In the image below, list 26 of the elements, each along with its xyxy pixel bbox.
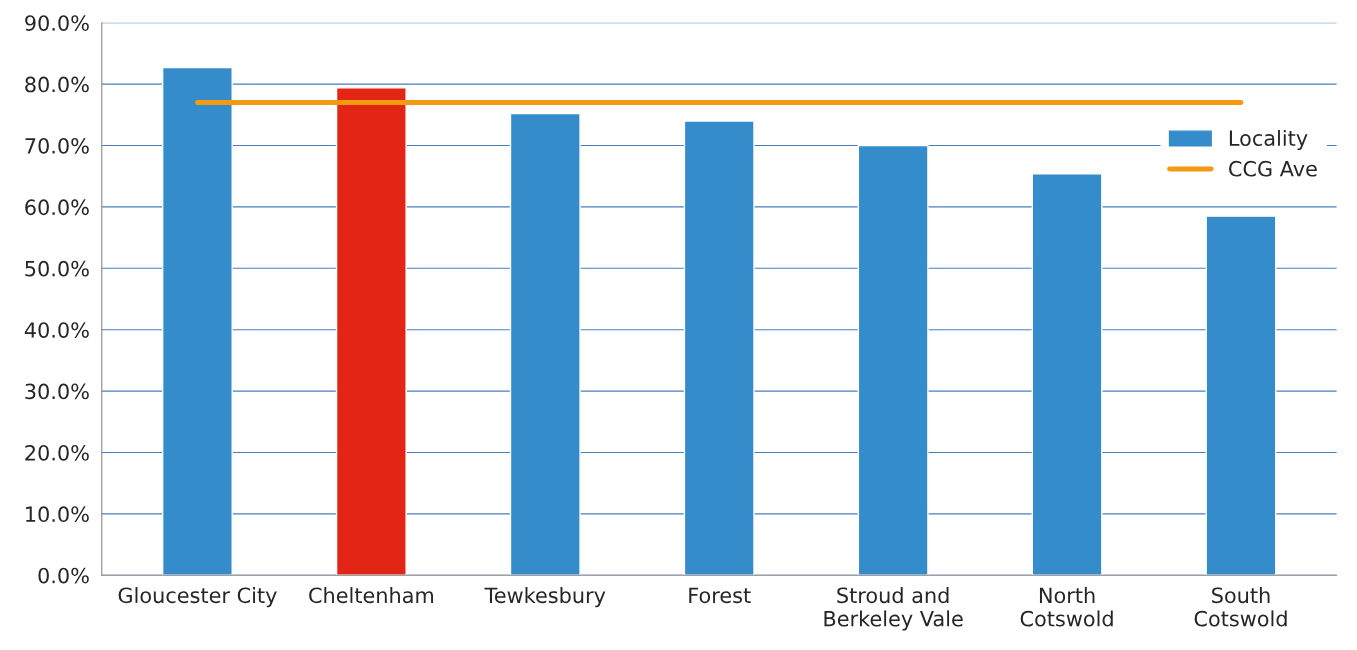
x-tick-label: Forest: [689, 587, 751, 604]
x-tick-label: North Cotswold: [1020, 587, 1113, 627]
bar: [1031, 173, 1103, 576]
x-tick-label: South Cotswold: [1194, 587, 1287, 627]
legend-label: CCG Ave: [1229, 160, 1317, 177]
x-tick-label: Stroud and Berkeley Vale: [824, 587, 963, 631]
y-tick-label: 70.0%: [25, 137, 89, 154]
bar: [335, 87, 407, 576]
y-tick-label: 60.0%: [25, 199, 89, 216]
x-tick-label: Cheltenham: [309, 587, 433, 604]
bar: [1205, 215, 1277, 576]
y-tick-label: 50.0%: [25, 260, 89, 277]
y-tick-label: 40.0%: [24, 322, 89, 338]
x-tick-label: Tewkesbury: [484, 587, 606, 608]
x-tick-label: Gloucester City: [118, 587, 277, 608]
legend-label: Locality: [1229, 129, 1308, 151]
bar: [509, 112, 581, 576]
y-tick-label: 30.0%: [25, 383, 89, 400]
y-tick-label: 0.0%: [38, 567, 89, 584]
bar: [857, 144, 929, 576]
y-tick-label: 90.0%: [25, 15, 89, 31]
y-tick-label: 10.0%: [26, 506, 89, 523]
y-tick-label: 20.0%: [25, 444, 89, 461]
bar: [161, 66, 233, 576]
y-tick-label: 80.0%: [25, 76, 89, 93]
bar: [683, 120, 755, 576]
